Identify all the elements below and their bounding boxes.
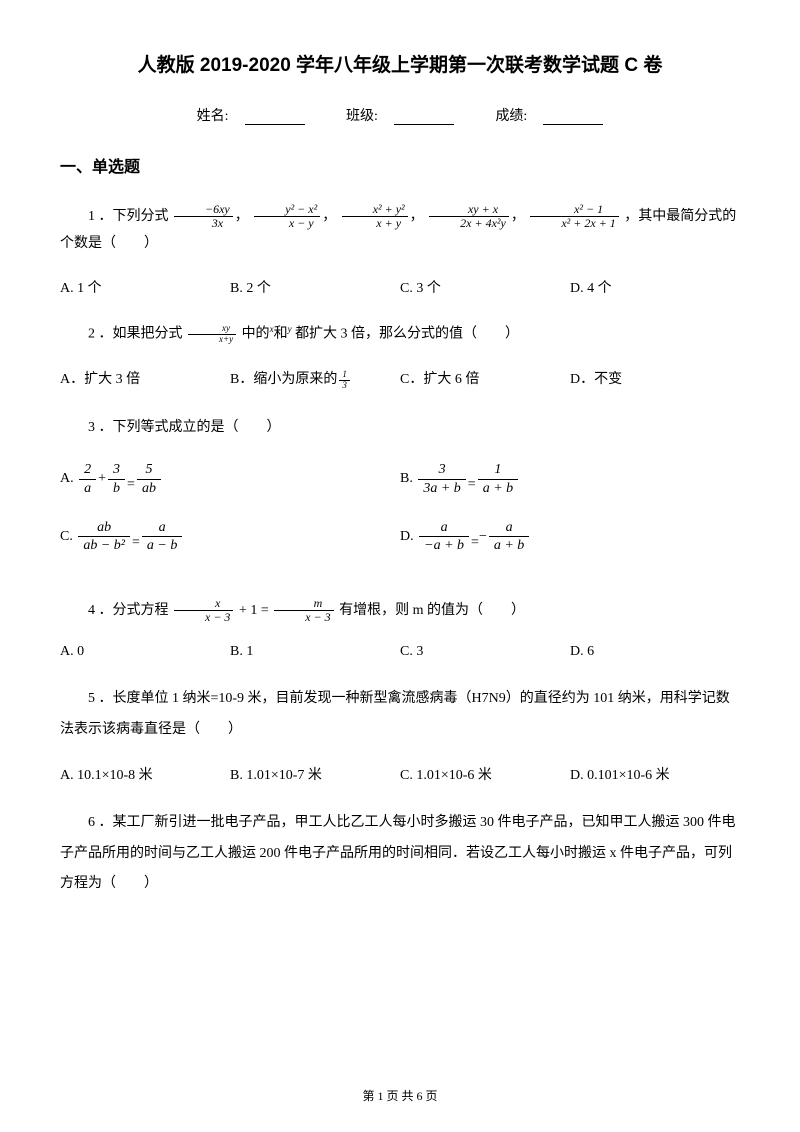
q3-d-eq: = bbox=[471, 535, 479, 551]
q3-b-label: B. bbox=[400, 471, 413, 487]
q2-stem-post: 都扩大 3 倍，那么分式的值（ ） bbox=[295, 327, 519, 342]
q2-y: y bbox=[288, 324, 292, 334]
q1-opt-c: C. 3 个 bbox=[400, 277, 570, 297]
q4-f1d: x − 3 bbox=[174, 611, 233, 624]
q3-b-rd: a + b bbox=[478, 480, 518, 497]
q3-b-eq: = bbox=[468, 477, 476, 493]
question-5: 5 ．长度单位 1 纳米=10-9 米，目前发现一种新型禽流感病毒（H7N9）的… bbox=[60, 684, 740, 746]
q2-and: 和 bbox=[274, 327, 288, 342]
q5-opt-d: D. 0.101×10-6 米 bbox=[570, 764, 740, 784]
q1-f2-num: y² − x² bbox=[254, 203, 320, 217]
q4-f2n: m bbox=[274, 597, 333, 611]
q3-b-ld: 3a + b bbox=[418, 480, 465, 497]
q4-opt-b: B. 1 bbox=[230, 644, 400, 660]
q3-d-neg: − bbox=[479, 529, 487, 545]
q3-opt-c: C. abab − b² = aa − b bbox=[60, 519, 400, 555]
q5-opt-a: A. 10.1×10-8 米 bbox=[60, 764, 230, 784]
q2-stem-pre: 2 ．如果把分式 bbox=[88, 327, 183, 342]
q3-a-rd: ab bbox=[137, 480, 161, 497]
q3-b-rn: 1 bbox=[478, 461, 518, 479]
q2-b-fn: 1 bbox=[339, 370, 350, 381]
q2-opt-d: D．不变 bbox=[570, 368, 740, 390]
question-1: 1 ．下列分式 −6xy3x， y² − x²x − y， x² + y²x +… bbox=[60, 203, 740, 257]
q3-opt-b: B. 33a + b = 1a + b bbox=[400, 461, 740, 497]
page-title: 人教版 2019-2020 学年八年级上学期第一次联考数学试题 C 卷 bbox=[60, 50, 740, 77]
q3-d-ln: a bbox=[419, 519, 469, 537]
q5-opt-c: C. 1.01×10-6 米 bbox=[400, 764, 570, 784]
q2-b-fd: 3 bbox=[339, 381, 350, 391]
class-blank bbox=[394, 111, 454, 125]
q1-opt-d: D. 4 个 bbox=[570, 277, 740, 297]
q1-opt-b: B. 2 个 bbox=[230, 277, 400, 297]
q3-a-eq: = bbox=[127, 477, 135, 493]
q4-stem-post: 有增根，则 m 的值为（ ） bbox=[339, 603, 525, 618]
q4-options: A. 0 B. 1 C. 3 D. 6 bbox=[60, 644, 740, 660]
q1-f1-den: 3x bbox=[174, 217, 233, 230]
q4-f2d: x − 3 bbox=[274, 611, 333, 624]
q1-opt-a: A. 1 个 bbox=[60, 277, 230, 297]
q2-mid: 中的 bbox=[242, 327, 270, 342]
q4-opt-a: A. 0 bbox=[60, 644, 230, 660]
q3-a-rn: 5 bbox=[137, 461, 161, 479]
q3-opt-d: D. a−a + b = − aa + b bbox=[400, 519, 740, 555]
question-3: 3 ．下列等式成立的是（ ） bbox=[60, 415, 740, 442]
q3-c-rd: a − b bbox=[142, 537, 182, 554]
q1-stem-pre: 1 ．下列分式 bbox=[88, 209, 169, 224]
q5-options: A. 10.1×10-8 米 B. 1.01×10-7 米 C. 1.01×10… bbox=[60, 764, 740, 784]
q2-b-pre: B．缩小为原来的 bbox=[230, 372, 337, 387]
q1-f4-den: 2x + 4x²y bbox=[429, 217, 509, 230]
q3-d-rn: a bbox=[489, 519, 529, 537]
name-blank bbox=[245, 111, 305, 125]
section-heading: 一、单选题 bbox=[60, 153, 740, 177]
student-info-row: 姓名: 班级: 成绩: bbox=[60, 105, 740, 125]
q3-c-ld: ab − b² bbox=[78, 537, 130, 554]
q3-d-ld: −a + b bbox=[419, 537, 469, 554]
q1-f4-num: xy + x bbox=[429, 203, 509, 217]
q3-c-label: C. bbox=[60, 529, 73, 545]
q3-d-label: D. bbox=[400, 529, 414, 545]
q3-a-plus: + bbox=[98, 471, 106, 487]
score-blank bbox=[543, 111, 603, 125]
q2-fd: x+y bbox=[188, 335, 236, 345]
q1-f1-num: −6xy bbox=[174, 203, 233, 217]
question-2: 2 ．如果把分式 xyx+y 中的x和y 都扩大 3 倍，那么分式的值（ ） bbox=[60, 321, 740, 348]
q2-opt-a: A．扩大 3 倍 bbox=[60, 368, 230, 390]
q4-plus: + 1 = bbox=[239, 603, 269, 618]
q2-options: A．扩大 3 倍 B．缩小为原来的13 C．扩大 6 倍 D．不变 bbox=[60, 368, 740, 390]
q1-f5-den: x² + 2x + 1 bbox=[530, 217, 618, 230]
page-footer: 第 1 页 共 6 页 bbox=[0, 1087, 800, 1104]
q3-options: A. 2a + 3b = 5ab B. 33a + b = 1a + b C. … bbox=[60, 461, 740, 577]
q3-d-rd: a + b bbox=[489, 537, 529, 554]
q3-c-ln: ab bbox=[78, 519, 130, 537]
q2-opt-b: B．缩小为原来的13 bbox=[230, 368, 400, 390]
q5-opt-b: B. 1.01×10-7 米 bbox=[230, 764, 400, 784]
q4-opt-c: C. 3 bbox=[400, 644, 570, 660]
q4-stem-pre: 4 ．分式方程 bbox=[88, 603, 169, 618]
q1-f3-den: x + y bbox=[342, 217, 408, 230]
question-4: 4 ．分式方程 xx − 3 + 1 = mx − 3 有增根，则 m 的值为（… bbox=[60, 597, 740, 625]
q1-options: A. 1 个 B. 2 个 C. 3 个 D. 4 个 bbox=[60, 277, 740, 297]
q3-c-rn: a bbox=[142, 519, 182, 537]
q3-a-ld: a bbox=[79, 480, 96, 497]
q1-f2-den: x − y bbox=[254, 217, 320, 230]
question-6: 6 ．某工厂新引进一批电子产品，甲工人比乙工人每小时多搬运 30 件电子产品，已… bbox=[60, 808, 740, 900]
q3-opt-a: A. 2a + 3b = 5ab bbox=[60, 461, 400, 497]
q4-f1n: x bbox=[174, 597, 233, 611]
class-label: 班级: bbox=[346, 109, 378, 124]
q3-a-mn: 3 bbox=[108, 461, 125, 479]
q3-b-ln: 3 bbox=[418, 461, 465, 479]
q3-c-eq: = bbox=[132, 535, 140, 551]
name-label: 姓名: bbox=[197, 109, 229, 124]
q1-f3-num: x² + y² bbox=[342, 203, 408, 217]
q1-f5-num: x² − 1 bbox=[530, 203, 618, 217]
q2-opt-c: C．扩大 6 倍 bbox=[400, 368, 570, 390]
q4-opt-d: D. 6 bbox=[570, 644, 740, 660]
score-label: 成绩: bbox=[495, 109, 527, 124]
q3-a-md: b bbox=[108, 480, 125, 497]
q3-a-label: A. bbox=[60, 471, 74, 487]
q3-a-ln: 2 bbox=[79, 461, 96, 479]
